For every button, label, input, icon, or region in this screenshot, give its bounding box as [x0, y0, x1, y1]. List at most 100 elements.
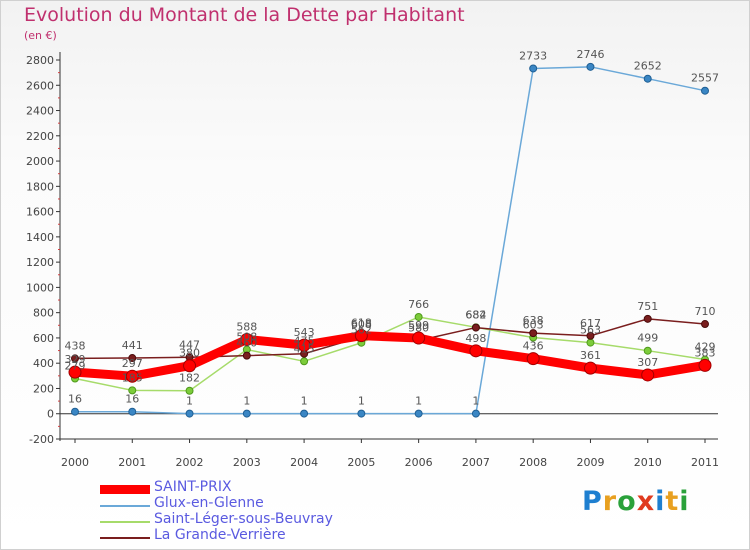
data-point-glux-en-glenne [701, 86, 709, 95]
data-label-saint-prix: 297 [122, 357, 143, 370]
data-point-saint-prix [641, 368, 655, 382]
y-tick-label: 2800 [26, 54, 54, 67]
data-label-la-grande-verriere: 751 [637, 300, 658, 313]
data-point-saint-prix [526, 352, 540, 366]
data-point-glux-en-glenne [185, 409, 194, 418]
x-tick-label: 2007 [462, 456, 490, 469]
data-label-glux-en-glenne: 1 [243, 395, 250, 408]
data-label-saint-prix: 436 [523, 340, 544, 353]
chart-unit-label: (en €) [24, 29, 57, 42]
x-tick-label: 2002 [176, 456, 204, 469]
data-label-la-grande-verriere: 475 [294, 335, 315, 348]
data-label-saint-leger-sous-beuvray: 563 [580, 324, 601, 337]
data-point-glux-en-glenne [357, 409, 366, 418]
data-label-la-grande-verriere: 710 [695, 305, 716, 318]
data-point-saint-prix [125, 369, 139, 383]
data-label-glux-en-glenne: 2557 [691, 72, 719, 85]
data-label-saint-prix: 498 [465, 332, 486, 345]
data-point-saint-prix [583, 361, 597, 375]
data-point-la-grande-verriere [529, 329, 538, 338]
data-point-la-grande-verriere [701, 320, 709, 329]
data-point-saint-prix [68, 365, 82, 379]
x-tick-label: 2004 [290, 456, 318, 469]
data-point-glux-en-glenne [242, 409, 251, 418]
data-label-la-grande-verriere: 580 [408, 321, 429, 334]
data-label-la-grande-verriere: 617 [580, 317, 601, 330]
chart-title: Evolution du Montant de la Dette par Hab… [24, 4, 465, 26]
legend-swatch [100, 521, 150, 523]
data-label-la-grande-verriere: 441 [122, 339, 143, 352]
data-point-la-grande-verriere [471, 323, 480, 332]
data-label-saint-leger-sous-beuvray: 415 [294, 342, 315, 355]
y-tick-label: 2200 [26, 130, 54, 143]
logo-letter: o [617, 486, 637, 517]
series-line-glux-en-glenne [74, 66, 706, 415]
y-tick-label: 1200 [26, 256, 54, 269]
data-label-glux-en-glenne: 16 [125, 393, 139, 406]
y-tick-label: 400 [33, 357, 54, 370]
y-tick-label: 800 [33, 307, 54, 320]
data-point-glux-en-glenne [71, 407, 79, 416]
legend-swatch [100, 505, 150, 507]
data-point-saint-prix [183, 359, 197, 373]
series-line-saint-leger-sous-beuvray [74, 316, 706, 392]
logo-letter: t [665, 486, 680, 517]
data-label-saint-leger-sous-beuvray: 766 [408, 298, 429, 311]
legend-label: SAINT-PRIX [154, 479, 232, 495]
y-tick-label: 0 [47, 408, 54, 421]
legend-label: Glux-en-Glenne [154, 495, 264, 511]
x-tick-label: 2011 [691, 456, 719, 469]
legend-swatch [100, 537, 150, 539]
data-label-saint-leger-sous-beuvray: 429 [695, 341, 716, 354]
legend-swatch [100, 485, 150, 494]
data-label-glux-en-glenne: 1 [415, 395, 422, 408]
data-label-glux-en-glenne: 2733 [519, 49, 547, 62]
data-point-saint-leger-sous-beuvray [185, 386, 194, 395]
data-point-saint-prix [240, 332, 254, 346]
data-point-saint-leger-sous-beuvray [300, 357, 309, 366]
data-point-la-grande-verriere [643, 314, 652, 323]
data-label-la-grande-verriere: 682 [465, 309, 486, 322]
data-point-saint-prix [698, 358, 712, 372]
data-label-glux-en-glenne: 1 [472, 395, 479, 408]
data-point-la-grande-verriere [586, 331, 595, 340]
data-label-saint-prix: 380 [179, 347, 200, 360]
data-label-la-grande-verriere: 638 [523, 314, 544, 327]
x-tick-label: 2005 [347, 456, 375, 469]
data-point-glux-en-glenne [300, 409, 309, 418]
data-point-glux-en-glenne [643, 74, 652, 83]
y-tick-label: 1800 [26, 180, 54, 193]
data-point-saint-prix [354, 329, 368, 343]
data-label-saint-prix: 588 [236, 320, 257, 333]
data-label-saint-prix: 329 [65, 353, 86, 366]
y-tick-label: 2600 [26, 79, 54, 92]
data-label-saint-leger-sous-beuvray: 182 [179, 372, 200, 385]
x-tick-label: 2006 [405, 456, 433, 469]
legend-label: Saint-Léger-sous-Beuvray [154, 511, 333, 527]
data-label-la-grande-verriere: 438 [65, 339, 86, 352]
data-point-saint-prix [297, 338, 311, 352]
data-label-glux-en-glenne: 1 [358, 395, 365, 408]
y-tick-label: 200 [33, 382, 54, 395]
data-label-la-grande-verriere: 447 [179, 338, 200, 351]
series-line-saint-prix [70, 331, 710, 381]
data-label-saint-prix: 618 [351, 317, 372, 330]
data-label-saint-leger-sous-beuvray: 562 [351, 324, 372, 337]
x-tick-label: 2010 [634, 456, 662, 469]
data-label-saint-leger-sous-beuvray: 603 [523, 319, 544, 332]
proxiti-logo: Proxiti [582, 486, 690, 517]
y-tick-label: 2400 [26, 105, 54, 118]
legend-label: La Grande-Verrière [154, 527, 286, 543]
data-point-la-grande-verriere [128, 354, 137, 363]
data-label-glux-en-glenne: 1 [301, 395, 308, 408]
data-point-saint-leger-sous-beuvray [128, 386, 137, 395]
data-label-saint-prix: 599 [408, 319, 429, 332]
logo-letter: x [636, 486, 656, 517]
y-tick-label: 1000 [26, 281, 54, 294]
x-tick-label: 2008 [519, 456, 547, 469]
logo-letter: i [679, 486, 690, 517]
x-tick-label: 2003 [233, 456, 261, 469]
x-tick-label: 2009 [576, 456, 604, 469]
